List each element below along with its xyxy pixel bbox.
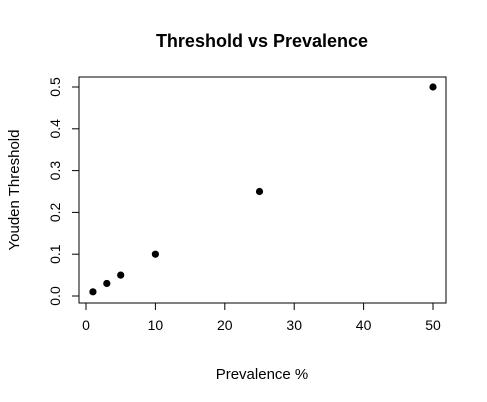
chart-title: Threshold vs Prevalence [156, 31, 368, 51]
y-tick-label: 0.5 [47, 77, 63, 97]
data-point [117, 271, 125, 279]
x-tick-label: 10 [148, 317, 164, 333]
y-axis-label: Youden Threshold [6, 130, 23, 251]
data-point [151, 250, 159, 258]
data-point [429, 83, 437, 91]
y-tick-label: 0.2 [47, 202, 63, 222]
data-point [89, 288, 97, 296]
x-tick-label: 30 [286, 317, 302, 333]
x-axis-label: Prevalence % [216, 366, 309, 383]
x-axis-ticks: 0 10 20 30 40 50 [82, 303, 441, 333]
data-point [103, 279, 111, 288]
x-tick-label: 0 [82, 317, 90, 333]
y-tick-label: 0.0 [47, 286, 63, 306]
y-tick-label: 0.3 [47, 161, 63, 181]
x-tick-label: 40 [356, 317, 372, 333]
y-axis-ticks: 0.0 0.1 0.2 0.3 0.4 0.5 [47, 77, 79, 306]
y-tick-label: 0.1 [47, 244, 63, 264]
data-point [255, 187, 264, 196]
y-tick-label: 0.4 [47, 119, 63, 139]
x-tick-label: 50 [425, 317, 441, 333]
data-points [89, 83, 437, 296]
x-tick-label: 20 [217, 317, 233, 333]
